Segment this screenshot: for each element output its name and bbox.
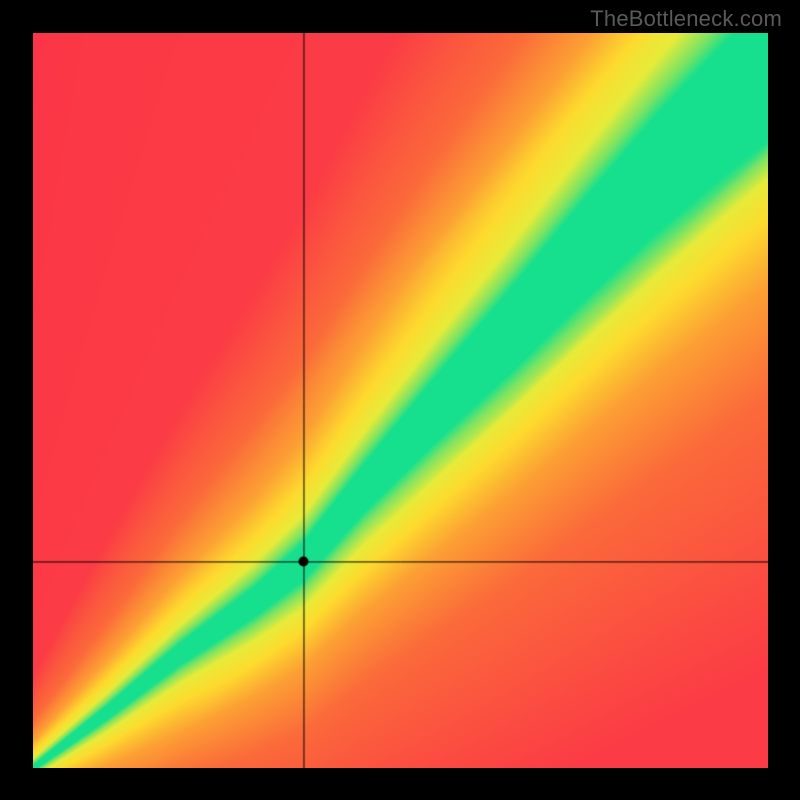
crosshair-overlay bbox=[33, 33, 768, 768]
watermark-text: TheBottleneck.com bbox=[590, 6, 782, 32]
chart-container: TheBottleneck.com bbox=[0, 0, 800, 800]
